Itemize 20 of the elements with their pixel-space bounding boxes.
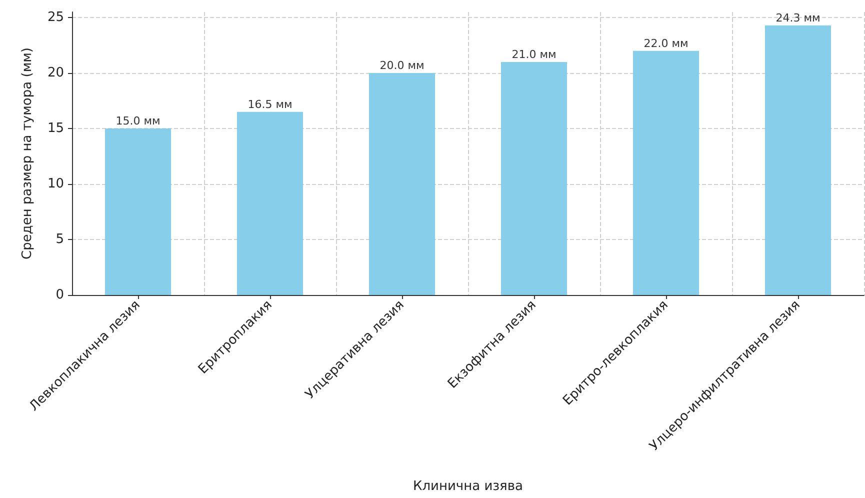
bar bbox=[105, 128, 171, 295]
y-tick-label: 10 bbox=[47, 176, 64, 192]
bar bbox=[765, 25, 831, 295]
bar bbox=[369, 73, 435, 295]
y-axis-title: Среден размер на тумора (мм) bbox=[20, 48, 35, 260]
data-label: 24.3 мм bbox=[776, 11, 820, 24]
y-tick-label: 15 bbox=[47, 121, 64, 136]
y-tick-label: 5 bbox=[56, 232, 64, 248]
y-tick-label: 20 bbox=[47, 66, 64, 81]
data-label: 21.0 мм bbox=[512, 48, 556, 61]
y-tick-label: 0 bbox=[56, 288, 64, 302]
x-axis-title: Клинична изява bbox=[412, 479, 524, 494]
y-tick-label: 25 bbox=[47, 10, 64, 26]
bar bbox=[633, 50, 699, 295]
data-label: 16.5 мм bbox=[248, 98, 292, 111]
data-label: 20.0 мм bbox=[380, 59, 424, 72]
data-label: 15.0 мм bbox=[116, 114, 160, 128]
data-label: 22.0 мм bbox=[644, 36, 688, 50]
bar bbox=[501, 62, 567, 295]
bar bbox=[237, 112, 303, 295]
